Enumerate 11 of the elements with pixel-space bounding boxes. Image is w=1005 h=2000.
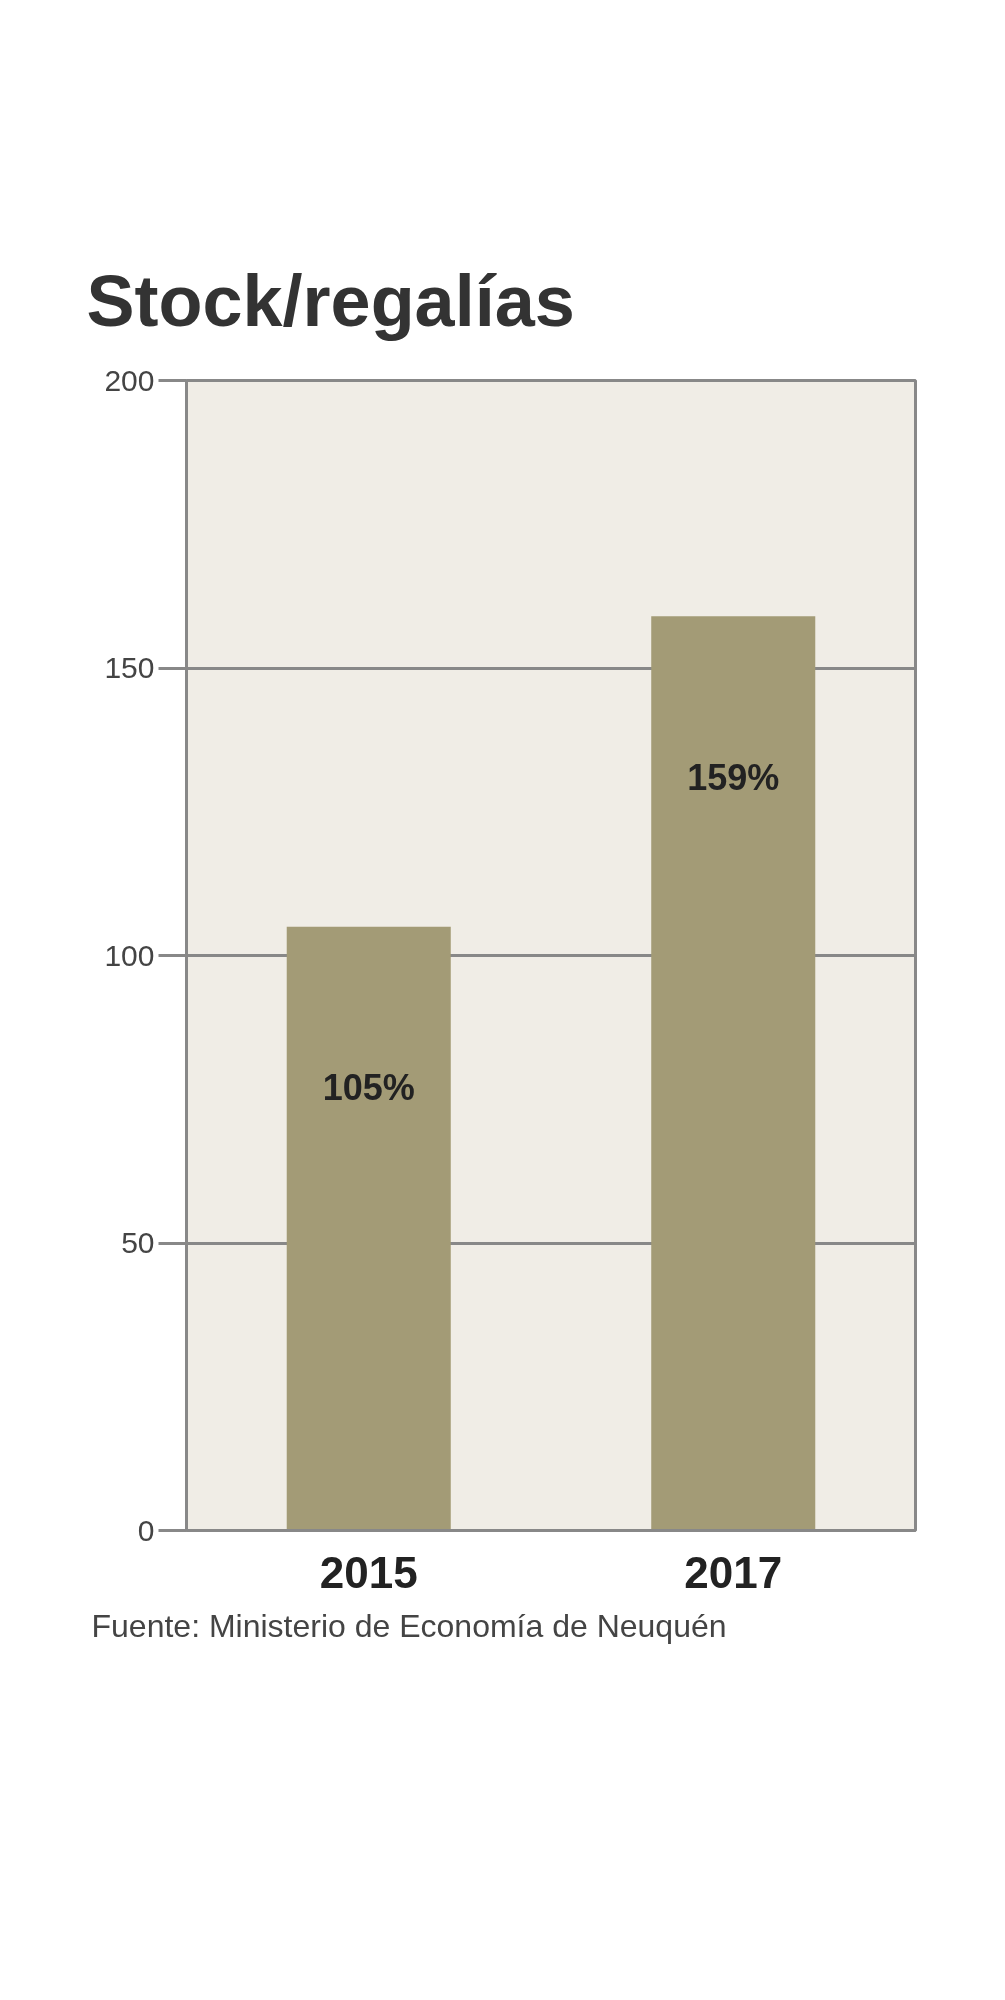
- y-tick-label: 50: [121, 1226, 155, 1259]
- y-tick-label: 100: [104, 938, 155, 972]
- data-label: 105%: [322, 1067, 415, 1109]
- data-label: 159%: [687, 756, 780, 798]
- y-tick-label: 0: [137, 1513, 155, 1547]
- y-tick-label: 200: [104, 363, 155, 397]
- source-note: Fuente: Ministerio de Economía de Neuquén: [91, 1607, 727, 1644]
- x-tick-label: 2015: [319, 1547, 418, 1597]
- x-tick-label: 2017: [684, 1547, 783, 1597]
- chart-title: Stock/regalías: [86, 260, 575, 341]
- y-tick-label: 150: [104, 651, 155, 684]
